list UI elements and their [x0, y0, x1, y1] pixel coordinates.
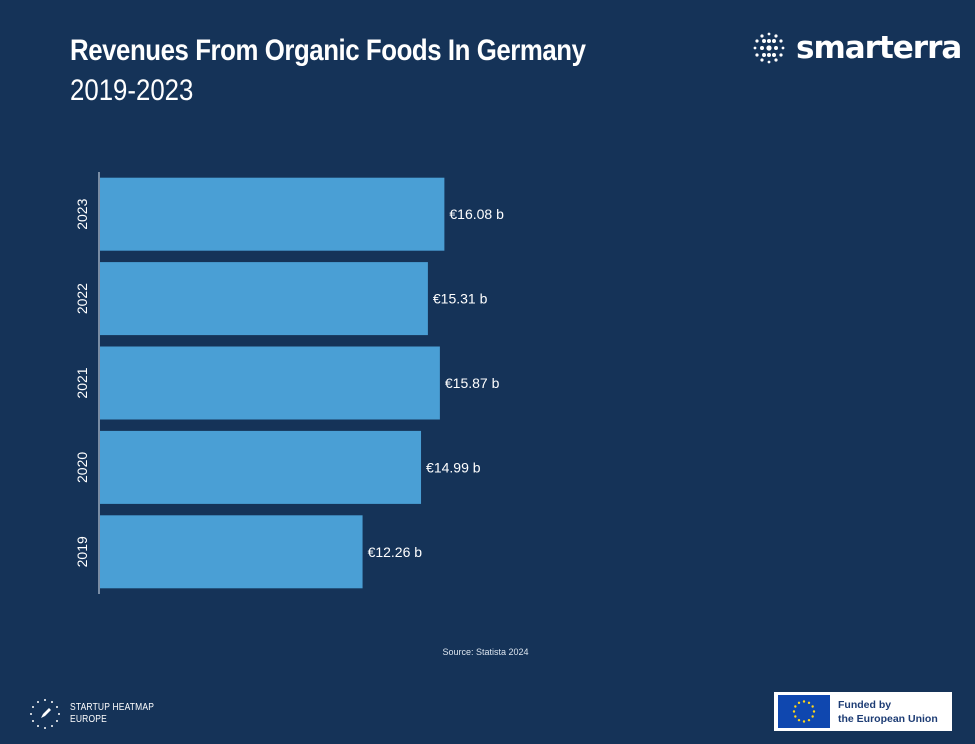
startup-heatmap-logo: STARTUP HEATMAP EUROPE: [28, 697, 169, 731]
bar-2020: [100, 430, 422, 504]
eu-star: [812, 710, 816, 713]
eu-star: [792, 710, 796, 713]
eu-star: [811, 705, 814, 708]
bar-2022: [100, 262, 428, 336]
data-label-2020: €14.99 b: [426, 459, 481, 475]
eu-star: [807, 718, 811, 722]
eu-star: [802, 720, 806, 723]
eu-star: [811, 715, 814, 718]
eu-star: [794, 715, 797, 718]
data-label-2022: €15.31 b: [433, 291, 488, 307]
smarterra-logo: smarterra: [752, 30, 962, 66]
heatmap-line-1: STARTUP HEATMAP: [70, 702, 155, 713]
eu-flag-icon: [778, 695, 830, 728]
eu-line-2: the European Union: [838, 712, 938, 725]
smarterra-dots-icon: [753, 32, 785, 64]
chart-title: Revenues From Organic Foods In Germany: [70, 34, 586, 67]
heatmap-label: STARTUP HEATMAP EUROPE: [70, 702, 154, 726]
bar-2019: [100, 515, 363, 589]
eu-star: [794, 705, 797, 708]
y-tick-label-2022: 2022: [74, 283, 90, 314]
y-tick-label-2019: 2019: [74, 536, 90, 567]
eu-star: [797, 718, 801, 722]
y-tick-label-2023: 2023: [74, 198, 90, 229]
eu-star: [807, 701, 811, 705]
data-label-2019: €12.26 b: [368, 544, 423, 560]
eu-star: [802, 700, 806, 703]
bar-chart: €16.08 b 2023 €15.31 b 2022 €15.87 b 2021 €14.…: [74, 172, 504, 594]
eu-line-1: Funded by: [838, 698, 892, 711]
eu-funding-badge: Funded by the European Union: [774, 692, 952, 731]
source-note: Source: Statista 2024: [0, 647, 975, 657]
eu-funding-text: Funded by the European Union: [838, 698, 938, 726]
bar-2023: [100, 177, 445, 251]
rocket-stars-icon: [30, 699, 60, 729]
data-label-2021: €15.87 b: [445, 375, 500, 391]
bar-2021: [100, 346, 440, 420]
source-text: Source: Statista 2024: [442, 647, 529, 657]
heatmap-line-2: EUROPE: [70, 714, 107, 725]
chart-subtitle: 2019-2023: [70, 74, 194, 107]
y-tick-label-2020: 2020: [74, 452, 90, 483]
y-tick-label-2021: 2021: [74, 367, 90, 398]
data-label-2023: €16.08 b: [449, 206, 504, 222]
eu-star: [797, 701, 801, 705]
brand-name: smarterra: [796, 30, 962, 66]
